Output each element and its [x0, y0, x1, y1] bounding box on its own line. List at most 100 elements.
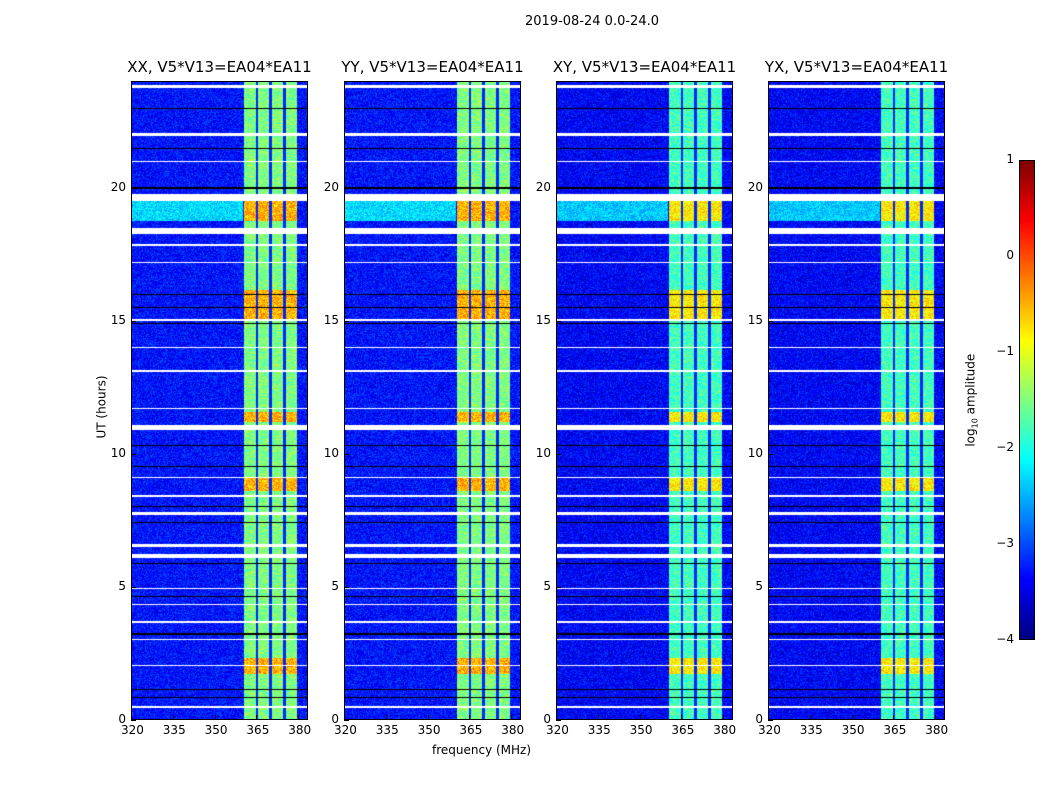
y-tick: [131, 720, 136, 721]
x-tick-label: 320: [546, 723, 569, 737]
y-tick: [344, 320, 349, 322]
colorbar-label: log10 amplitude: [963, 353, 980, 447]
x-tick: [809, 715, 811, 720]
spectrogram-panel: [131, 81, 308, 720]
heatmap: [345, 82, 520, 719]
y-tick: [131, 320, 136, 322]
x-tick-label: 335: [375, 723, 399, 737]
y-tick: [556, 720, 561, 721]
x-tick-label: 320: [334, 723, 357, 737]
x-tick-label: 350: [417, 723, 441, 737]
x-tick-label: 365: [246, 723, 270, 737]
y-tick: [768, 187, 773, 189]
x-tick-label: 365: [883, 723, 907, 737]
x-axis-label: frequency (MHz): [432, 743, 532, 757]
x-tick-label: 380: [501, 723, 525, 737]
y-tick: [768, 453, 773, 455]
y-tick-label: 15: [110, 312, 126, 327]
spectrogram-panel: [344, 81, 521, 720]
y-tick: [556, 187, 561, 189]
y-tick: [344, 453, 349, 455]
y-tick-label: 15: [535, 312, 551, 327]
y-tick-label: 5: [543, 578, 551, 593]
x-tick: [256, 715, 258, 720]
y-tick: [768, 320, 773, 322]
x-tick: [681, 715, 683, 720]
y-tick-label: 0: [755, 712, 763, 726]
x-tick: [723, 715, 725, 720]
y-tick-label: 10: [747, 445, 763, 460]
x-tick: [935, 715, 937, 720]
figure-title: 2019-08-24 0.0-24.0: [525, 14, 659, 29]
y-tick-label: 0: [118, 712, 126, 726]
y-tick: [556, 586, 561, 588]
y-tick: [131, 586, 136, 588]
y-tick-label: 0: [331, 712, 339, 726]
x-tick-label: 320: [121, 723, 144, 737]
y-tick: [344, 720, 349, 721]
y-tick-label: 20: [747, 179, 763, 194]
x-tick: [768, 715, 769, 720]
x-tick: [385, 715, 387, 720]
y-tick: [768, 586, 773, 588]
x-tick-label: 380: [925, 723, 949, 737]
spectrogram-panel: [768, 81, 945, 720]
y-tick: [556, 453, 561, 455]
x-tick-label: 335: [799, 723, 823, 737]
y-tick-label: 20: [323, 179, 339, 194]
heatmap: [557, 82, 732, 719]
x-tick: [469, 715, 471, 720]
y-tick-label: 5: [755, 578, 763, 593]
x-tick-label: 350: [629, 723, 653, 737]
colorbar-tick-label: 1: [1006, 152, 1014, 166]
colorbar-tick-label: 0: [1006, 248, 1014, 262]
heatmap: [132, 82, 307, 719]
x-tick-label: 380: [288, 723, 312, 737]
y-tick: [556, 320, 561, 322]
x-tick: [172, 715, 174, 720]
x-tick-label: 320: [758, 723, 781, 737]
x-tick-label: 365: [671, 723, 695, 737]
panel-title: XX, V5*V13=EA04*EA11: [127, 58, 312, 76]
y-tick: [344, 187, 349, 189]
x-tick: [556, 715, 557, 720]
x-tick-label: 350: [841, 723, 865, 737]
colorbar-tick-label: −2: [996, 440, 1014, 454]
y-tick: [768, 720, 773, 721]
x-tick: [427, 715, 429, 720]
spectrogram-panel: [556, 81, 733, 720]
x-tick: [511, 715, 513, 720]
colorbar-tick-label: −4: [996, 632, 1014, 646]
x-tick: [893, 715, 895, 720]
x-tick: [214, 715, 216, 720]
y-tick-label: 10: [535, 445, 551, 460]
x-tick: [131, 715, 132, 720]
y-tick-label: 5: [118, 578, 126, 593]
x-tick: [597, 715, 599, 720]
x-tick-label: 365: [459, 723, 483, 737]
x-tick-label: 380: [713, 723, 737, 737]
y-tick: [344, 586, 349, 588]
panel-title: YX, V5*V13=EA04*EA11: [764, 58, 949, 76]
x-tick: [639, 715, 641, 720]
y-axis-label: UT (hours): [94, 375, 109, 439]
x-tick-label: 335: [587, 723, 611, 737]
panel-title: YY, V5*V13=EA04*EA11: [341, 58, 524, 76]
x-tick-label: 350: [204, 723, 228, 737]
x-tick: [344, 715, 345, 720]
colorbar: [1019, 160, 1035, 640]
heatmap: [769, 82, 944, 719]
y-tick-label: 10: [110, 445, 126, 460]
y-tick-label: 20: [535, 179, 551, 194]
panel-title: XY, V5*V13=EA04*EA11: [552, 58, 737, 76]
colorbar-tick-label: −1: [996, 344, 1014, 358]
y-tick-label: 20: [110, 179, 126, 194]
y-tick-label: 0: [543, 712, 551, 726]
y-tick-label: 5: [331, 578, 339, 593]
x-tick-label: 335: [162, 723, 186, 737]
y-tick-label: 15: [323, 312, 339, 327]
y-tick: [131, 453, 136, 455]
y-tick-label: 10: [323, 445, 339, 460]
y-tick: [131, 187, 136, 189]
